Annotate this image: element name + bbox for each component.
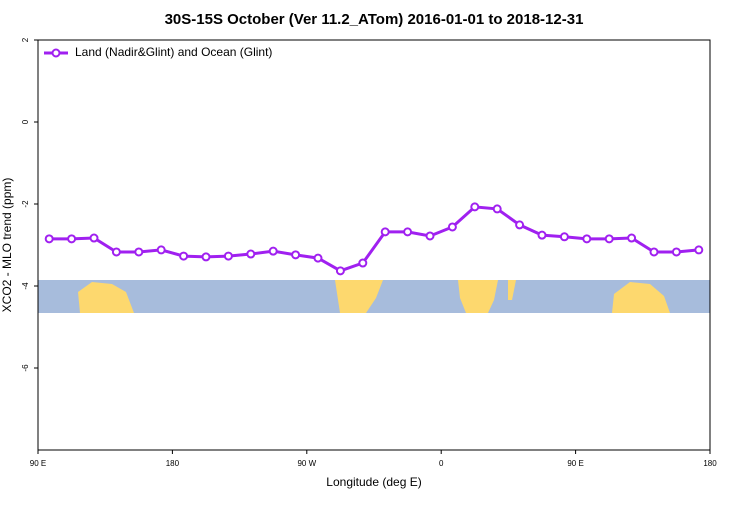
data-point (134, 247, 144, 257)
data-point (559, 232, 569, 242)
y-tick-label: -4 (21, 282, 30, 290)
data-point (671, 247, 681, 257)
data-point (223, 251, 233, 261)
data-point (67, 234, 77, 244)
x-tick-label: 90 W (297, 459, 316, 468)
data-point (492, 204, 502, 214)
series-line (49, 205, 699, 273)
data-point (89, 233, 99, 243)
data-point (246, 249, 256, 259)
legend-marker (51, 48, 61, 58)
data-point (470, 202, 480, 212)
x-tick-label: 90 E (30, 459, 46, 468)
data-point (358, 258, 368, 268)
y-axis-label: XCO2 - MLO trend (ppm) (0, 178, 14, 313)
data-point (447, 222, 457, 232)
y-tick-label: -6 (21, 364, 30, 372)
legend-label: Land (Nadir&Glint) and Ocean (Glint) (75, 45, 272, 59)
data-point (403, 227, 413, 237)
x-tick-label: 180 (703, 459, 717, 468)
x-tick-label: 180 (166, 459, 180, 468)
data-point (515, 220, 525, 230)
y-tick-label: -2 (21, 200, 30, 208)
data-point (44, 234, 54, 244)
y-tick-label: 2 (21, 37, 30, 42)
data-point (537, 230, 547, 240)
data-point (201, 252, 211, 262)
data-point (604, 234, 614, 244)
data-point (268, 246, 278, 256)
y-tick-label: 0 (21, 119, 30, 124)
data-point (649, 247, 659, 257)
data-point (425, 231, 435, 241)
data-point (627, 233, 637, 243)
data-point (111, 247, 121, 257)
data-point (179, 251, 189, 261)
data-point (291, 250, 301, 260)
plot-frame (37, 39, 711, 451)
map-strip (38, 280, 710, 313)
x-axis-label: Longitude (deg E) (326, 475, 421, 489)
data-point (335, 266, 345, 276)
data-point (313, 253, 323, 263)
x-tick-label: 90 E (567, 459, 583, 468)
data-point (156, 245, 166, 255)
chart-title: 30S-15S October (Ver 11.2_ATom) 2016-01-… (165, 11, 584, 28)
data-point (694, 245, 704, 255)
data-point (380, 227, 390, 237)
x-tick-label: 0 (439, 459, 444, 468)
data-point (582, 234, 592, 244)
